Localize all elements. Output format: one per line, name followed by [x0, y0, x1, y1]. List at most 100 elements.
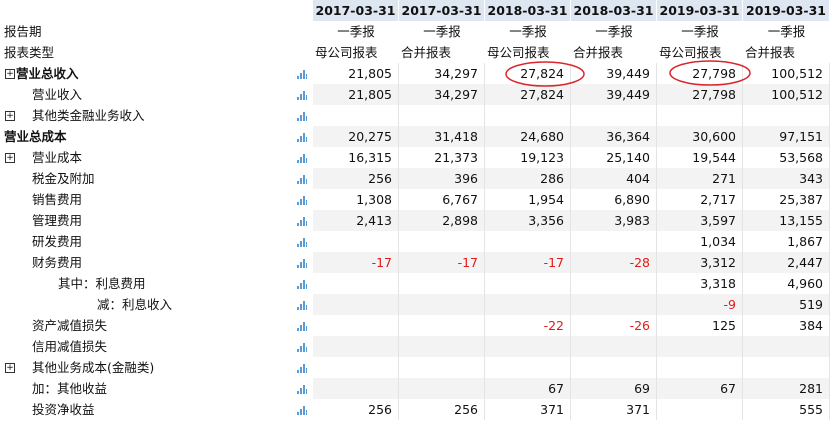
value-cell: 2,717 — [657, 189, 743, 210]
row-label: 其他类金融业务收入 — [32, 108, 145, 123]
value-cell: 27,824 — [485, 84, 571, 105]
value-cell: 343 — [743, 168, 830, 189]
chart-icon[interactable] — [297, 363, 307, 373]
chart-icon[interactable] — [297, 153, 307, 163]
header-cell: 母公司报表 — [659, 45, 722, 60]
chart-icon[interactable] — [297, 300, 307, 310]
chart-icon[interactable] — [297, 195, 307, 205]
date-header: 2019-03-31 — [657, 0, 742, 21]
value-cell: 396 — [399, 168, 485, 189]
value-cell — [657, 336, 743, 357]
row-label: 其他业务成本(金融类) — [32, 360, 155, 375]
value-cell — [571, 273, 657, 294]
value-cell: 36,364 — [571, 126, 657, 147]
value-cell: 6,767 — [399, 189, 485, 210]
value-cell: 256 — [313, 168, 399, 189]
chart-icon[interactable] — [297, 174, 307, 184]
value-cell: 371 — [571, 399, 657, 420]
value-cell: 100,512 — [743, 84, 830, 105]
value-cell: 53,568 — [743, 147, 830, 168]
chart-icon[interactable] — [297, 216, 307, 226]
value-cell: 3,356 — [485, 210, 571, 231]
value-cell — [485, 294, 571, 315]
chart-icon[interactable] — [297, 342, 307, 352]
value-cell: -17 — [485, 252, 571, 273]
value-cell: 371 — [485, 399, 571, 420]
header-cell: 一季报 — [767, 24, 806, 39]
chart-icon[interactable] — [297, 132, 307, 142]
value-cell — [743, 336, 830, 357]
value-cell: 6,890 — [571, 189, 657, 210]
value-cell: 21,373 — [399, 147, 485, 168]
value-cell: 3,312 — [657, 252, 743, 273]
value-cell — [485, 273, 571, 294]
header-cell: 一季报 — [337, 24, 375, 39]
row-label: 营业收入 — [32, 87, 83, 102]
value-cell: 24,680 — [485, 126, 571, 147]
value-cell — [743, 105, 830, 126]
value-cell: 27,798 — [657, 63, 743, 84]
value-cell: 25,140 — [571, 147, 657, 168]
chart-icon[interactable] — [297, 69, 307, 79]
value-cell: 21,805 — [313, 84, 399, 105]
value-cell: 256 — [313, 399, 399, 420]
row-label: 信用减值损失 — [32, 339, 108, 354]
value-cell: 39,449 — [571, 84, 657, 105]
value-cell — [313, 336, 399, 357]
value-cell: 97,151 — [743, 126, 830, 147]
value-cell — [313, 231, 399, 252]
value-cell: 271 — [657, 168, 743, 189]
row-label: 营业总成本 — [4, 129, 67, 144]
row-label: 其中：利息费用 — [58, 276, 146, 291]
value-cell — [485, 231, 571, 252]
value-cell: 3,983 — [571, 210, 657, 231]
value-cell: -26 — [571, 315, 657, 336]
value-cell: 100,512 — [743, 63, 830, 84]
row-label: 投资净收益 — [32, 402, 95, 417]
date-header: 2017-03-31 — [399, 0, 484, 21]
row-label: 管理费用 — [32, 213, 83, 228]
value-cell: -17 — [399, 252, 485, 273]
value-cell: 16,315 — [313, 147, 399, 168]
chart-icon[interactable] — [297, 237, 307, 247]
value-cell — [313, 273, 399, 294]
value-cell — [571, 294, 657, 315]
value-cell: 27,824 — [485, 63, 571, 84]
chart-icon[interactable] — [297, 90, 307, 100]
header-cell: 一季报 — [595, 24, 633, 39]
chart-icon[interactable] — [297, 111, 307, 121]
value-cell — [399, 294, 485, 315]
value-cell: 69 — [571, 378, 657, 399]
header-cell: 母公司报表 — [487, 45, 550, 60]
value-cell: 21,805 — [313, 63, 399, 84]
value-cell: 34,297 — [399, 63, 485, 84]
value-cell: 67 — [657, 378, 743, 399]
chart-icon[interactable] — [297, 384, 307, 394]
chart-icon[interactable] — [297, 279, 307, 289]
header-cell: 母公司报表 — [315, 45, 378, 60]
value-cell: 2,413 — [313, 210, 399, 231]
value-cell — [657, 399, 743, 420]
header-cell: 合并报表 — [745, 45, 796, 60]
value-cell — [399, 315, 485, 336]
chart-icon[interactable] — [297, 405, 307, 415]
value-cell — [313, 378, 399, 399]
row-label: 资产减值损失 — [32, 318, 108, 333]
value-cell — [399, 357, 485, 378]
expand-icon: + — [5, 111, 15, 121]
value-cell: 67 — [485, 378, 571, 399]
value-cell — [313, 294, 399, 315]
chart-icon[interactable] — [297, 258, 307, 268]
value-cell: 125 — [657, 315, 743, 336]
chart-icon[interactable] — [297, 321, 307, 331]
row-label: 报表类型 — [4, 45, 55, 60]
expand-icon: + — [5, 363, 15, 373]
row-label: 税金及附加 — [32, 171, 95, 186]
value-cell — [399, 378, 485, 399]
expand-icon: + — [5, 69, 15, 79]
value-cell: 2,898 — [399, 210, 485, 231]
value-cell: 555 — [743, 399, 830, 420]
row-label: 减：利息收入 — [97, 297, 173, 312]
value-cell — [571, 231, 657, 252]
